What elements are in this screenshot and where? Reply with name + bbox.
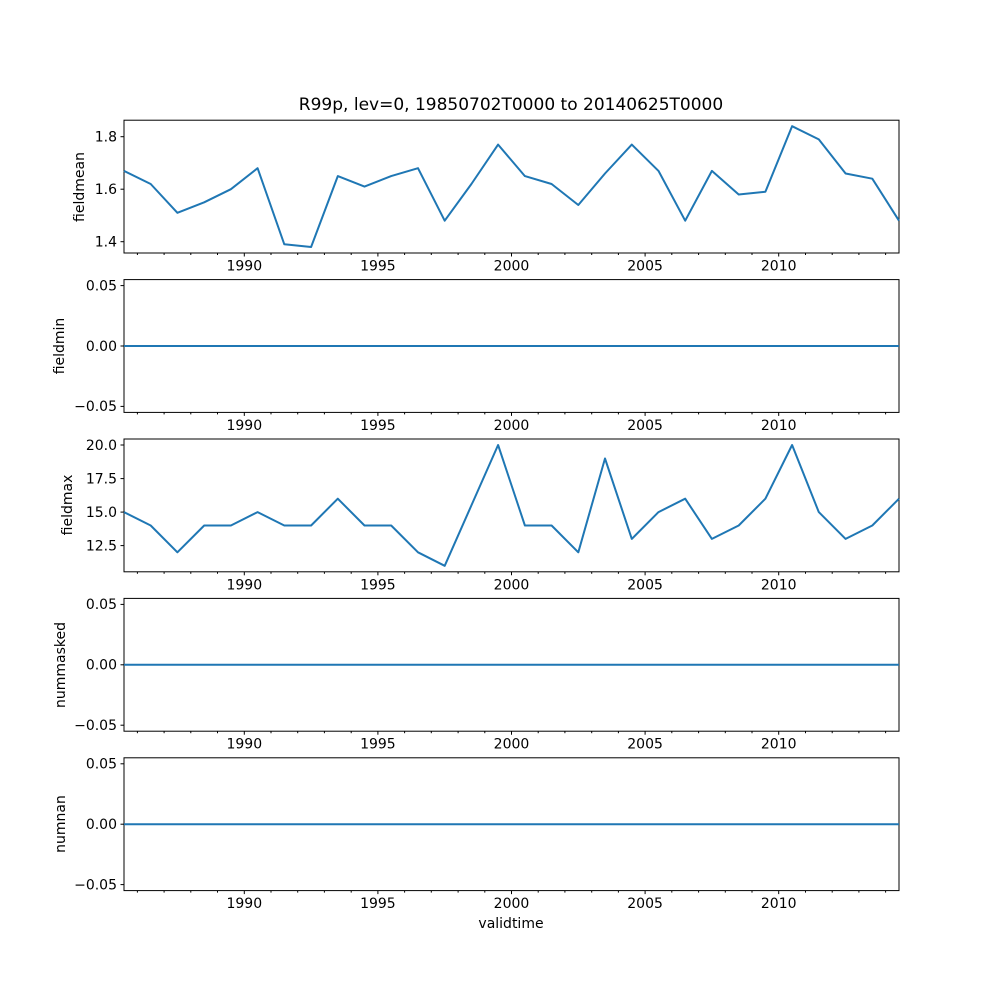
x-tick-label: 1995 bbox=[360, 577, 396, 593]
x-tick-label: 1990 bbox=[226, 259, 262, 275]
x-axis-label: validtime bbox=[478, 916, 544, 932]
figure-title: R99p, lev=0, 19850702T0000 to 20140625T0… bbox=[298, 95, 724, 115]
y-tick-label: 0.05 bbox=[86, 278, 117, 294]
y-tick-label: −0.05 bbox=[74, 877, 117, 893]
x-tick-label: 2010 bbox=[761, 418, 797, 434]
y-tick-label: 0.00 bbox=[86, 339, 117, 355]
x-tick-label: 2005 bbox=[627, 259, 663, 275]
y-tick-label: 1.8 bbox=[95, 130, 117, 146]
y-axis-label-fieldmean: fieldmean bbox=[72, 152, 88, 222]
x-tick-label: 2010 bbox=[761, 577, 797, 593]
y-tick-label: 0.05 bbox=[86, 757, 117, 773]
y-axis-label-numnan: numnan bbox=[53, 795, 69, 853]
y-tick-label: 17.5 bbox=[86, 471, 117, 487]
y-tick-label: 1.6 bbox=[95, 182, 117, 198]
axes-frame bbox=[123, 438, 900, 573]
y-tick-label: 1.4 bbox=[95, 235, 117, 251]
data-line-fieldmax bbox=[123, 444, 900, 567]
x-tick-label: 1995 bbox=[360, 418, 396, 434]
x-tick-label: 2000 bbox=[494, 577, 530, 593]
x-tick-label: 1995 bbox=[360, 259, 396, 275]
y-tick-label: 15.0 bbox=[86, 505, 117, 521]
x-tick-label: 2000 bbox=[494, 737, 530, 753]
y-tick-label: 0.05 bbox=[86, 597, 117, 613]
y-tick-label: 0.00 bbox=[86, 817, 117, 833]
y-tick-label: 0.00 bbox=[86, 658, 117, 674]
x-tick-label: 1995 bbox=[360, 896, 396, 912]
x-tick-label: 2010 bbox=[761, 737, 797, 753]
y-axis-label-fieldmax: fieldmax bbox=[60, 474, 76, 536]
y-axis-label-nummasked: nummasked bbox=[53, 621, 69, 709]
x-tick-label: 1990 bbox=[226, 896, 262, 912]
x-tick-label: 1995 bbox=[360, 737, 396, 753]
x-tick-label: 2010 bbox=[761, 896, 797, 912]
x-tick-label: 2005 bbox=[627, 577, 663, 593]
x-tick-label: 2010 bbox=[761, 259, 797, 275]
x-tick-label: 2005 bbox=[627, 737, 663, 753]
axes-frame bbox=[123, 119, 900, 254]
x-tick-label: 2005 bbox=[627, 896, 663, 912]
y-tick-label: 12.5 bbox=[86, 538, 117, 554]
x-tick-label: 1990 bbox=[226, 418, 262, 434]
x-tick-label: 2000 bbox=[494, 259, 530, 275]
x-tick-label: 2000 bbox=[494, 418, 530, 434]
x-tick-label: 2005 bbox=[627, 418, 663, 434]
y-tick-label: −0.05 bbox=[74, 399, 117, 415]
x-tick-label: 1990 bbox=[226, 737, 262, 753]
x-tick-label: 1990 bbox=[226, 577, 262, 593]
y-axis-label-fieldmin: fieldmin bbox=[52, 317, 68, 375]
data-line-fieldmean bbox=[123, 125, 900, 248]
x-tick-label: 2000 bbox=[494, 896, 530, 912]
y-tick-label: −0.05 bbox=[74, 718, 117, 734]
y-tick-label: 20.0 bbox=[86, 438, 117, 454]
